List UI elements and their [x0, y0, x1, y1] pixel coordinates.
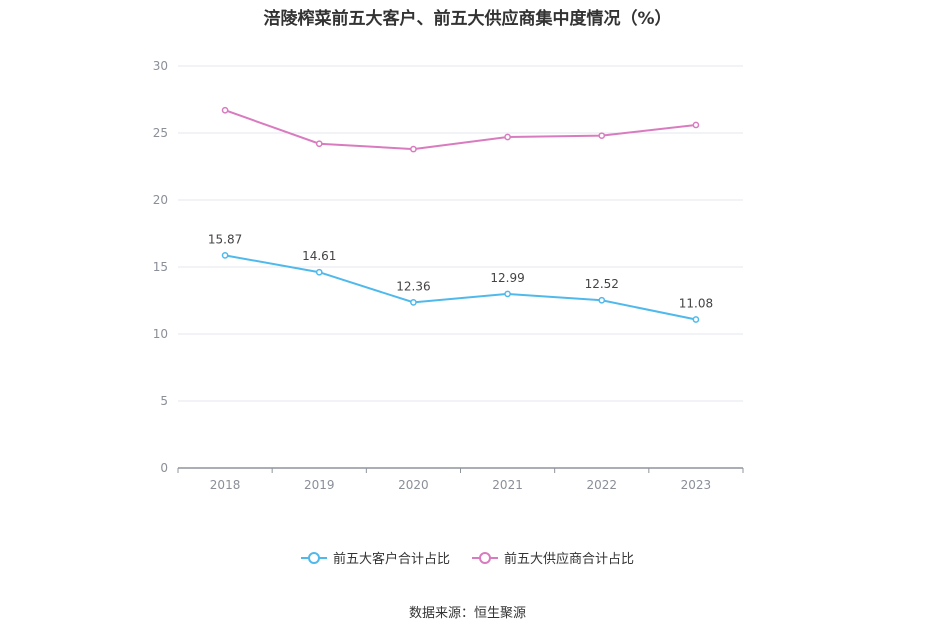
chart-title: 涪陵榨菜前五大客户、前五大供应商集中度情况（%） — [263, 9, 672, 29]
legend-item-suppliers[interactable]: 前五大供应商合计占比 — [472, 548, 634, 567]
line-chart: 0 5 10 15 20 25 30 2018 2019 2020 2021 2022 2023 15… — [153, 59, 744, 492]
legend-label-suppliers: 前五大供应商合计占比 — [504, 552, 635, 567]
legend: 前五大客户合计占比 前五大供应商合计占比 — [0, 548, 935, 567]
gridlines — [178, 65, 743, 402]
data-point[interactable] — [692, 316, 700, 323]
data-label: 14.61 — [302, 249, 336, 263]
x-tick-label: 2022 — [586, 478, 617, 492]
data-label: 15.87 — [208, 232, 242, 246]
series-lines — [224, 109, 697, 321]
data-point[interactable] — [410, 299, 417, 306]
data-source: 数据来源：恒生聚源 — [408, 606, 526, 621]
data-label: 11.08 — [679, 297, 713, 311]
x-tick-label: 2021 — [492, 478, 523, 492]
legend-label-customers: 前五大客户合计占比 — [332, 552, 450, 567]
data-point[interactable] — [598, 132, 606, 140]
y-axis-ticks: 0 5 10 15 20 25 30 — [153, 59, 168, 475]
y-tick-label: 5 — [160, 394, 168, 408]
y-tick-label: 25 — [153, 126, 168, 140]
y-tick-label: 20 — [153, 193, 168, 207]
y-tick-label: 0 — [160, 461, 168, 475]
data-point[interactable] — [598, 296, 606, 304]
data-point[interactable] — [315, 268, 323, 276]
data-point[interactable] — [221, 251, 229, 259]
x-tick-label: 2023 — [681, 478, 712, 492]
y-tick-label: 15 — [153, 260, 168, 274]
data-point[interactable] — [504, 133, 511, 141]
series-line-suppliers — [224, 109, 697, 151]
data-point[interactable] — [315, 140, 323, 148]
x-axis: 2018 2019 2020 2021 2022 2023 — [177, 467, 744, 492]
data-point[interactable] — [504, 290, 511, 298]
data-labels: 15.87 14.61 12.36 12.99 12.52 11.08 — [208, 232, 713, 310]
legend-swatch-suppliers — [472, 551, 498, 564]
legend-swatch-customers — [300, 551, 327, 564]
x-tick-label: 2020 — [398, 478, 429, 492]
data-label: 12.36 — [396, 279, 430, 293]
x-tick-label: 2019 — [304, 478, 335, 492]
legend-item-customers[interactable]: 前五大客户合计占比 — [300, 548, 450, 567]
data-point[interactable] — [410, 145, 417, 153]
data-point[interactable] — [692, 121, 700, 129]
data-label: 12.52 — [585, 277, 619, 291]
y-tick-label: 30 — [153, 59, 168, 73]
series-line-customers — [224, 254, 697, 321]
data-point[interactable] — [221, 106, 229, 114]
x-tick-label: 2018 — [210, 478, 241, 492]
series-points — [221, 106, 700, 323]
data-label: 12.99 — [490, 271, 524, 285]
y-tick-label: 10 — [153, 327, 168, 341]
